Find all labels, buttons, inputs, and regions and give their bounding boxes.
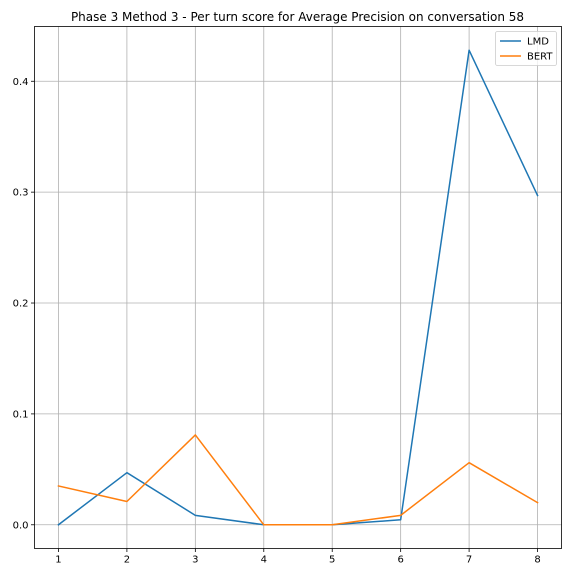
series-lines [57, 49, 539, 526]
legend-label-bert: BERT [527, 52, 553, 63]
y-tick-label: 0.2 [13, 299, 29, 310]
x-tick-label: 6 [397, 555, 403, 566]
plot-frame [34, 26, 562, 549]
x-tick-label: 1 [55, 555, 61, 566]
x-tick-label: 3 [192, 555, 198, 566]
y-tick-label: 0.0 [13, 520, 29, 531]
series-line-bert [57, 434, 539, 526]
legend-box [495, 31, 557, 66]
x-tick-label: 4 [261, 555, 267, 566]
x-tick-label: 7 [466, 555, 472, 566]
y-tick-label: 0.3 [13, 188, 29, 199]
y-tick-label: 0.1 [13, 409, 29, 420]
chart-title: Phase 3 Method 3 - Per turn score for Av… [71, 10, 524, 24]
x-tick-label: 8 [534, 555, 540, 566]
y-axis-ticks: 0.0 0.1 0.2 0.3 0.4 [13, 77, 35, 531]
grid-lines [34, 26, 562, 549]
x-tick-label: 2 [124, 555, 130, 566]
x-tick-label: 5 [329, 555, 335, 566]
x-axis-ticks: 1 2 3 4 5 6 7 8 [55, 548, 541, 566]
legend-label-lmd: LMD [527, 37, 549, 48]
y-tick-label: 0.4 [13, 77, 29, 88]
legend: LMD BERT [495, 31, 557, 66]
